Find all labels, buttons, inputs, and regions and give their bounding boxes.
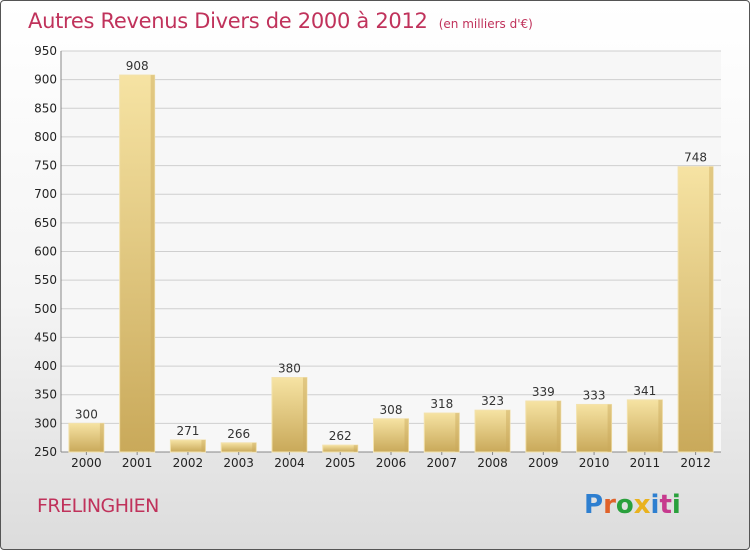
bar	[220, 442, 257, 453]
data-label: 308	[380, 403, 403, 417]
bar	[68, 422, 105, 453]
chart-title: Autres Revenus Divers de 2000 à 2012	[28, 9, 428, 33]
x-tick-label: 2001	[122, 456, 153, 470]
x-tick-label: 2004	[274, 456, 305, 470]
bar	[423, 412, 460, 453]
chart-title-block: Autres Revenus Divers de 2000 à 2012 (en…	[28, 9, 533, 33]
bar-shade	[99, 423, 104, 452]
bar-shade	[404, 418, 409, 452]
bar	[525, 400, 562, 453]
bar	[373, 418, 409, 453]
logo-letter: t	[659, 490, 672, 520]
bar	[677, 166, 714, 453]
y-tick-label: 550	[34, 273, 57, 287]
y-tick-label: 300	[34, 416, 57, 430]
y-tick-label: 850	[34, 101, 57, 115]
x-tick-label: 2011	[630, 456, 661, 470]
logo-letter: P	[584, 490, 604, 520]
y-tick-label: 750	[34, 159, 57, 173]
bar	[322, 444, 359, 453]
place-name: FRELINGHIEN	[37, 495, 159, 517]
x-tick-label: 2002	[173, 456, 204, 470]
y-tick-label: 900	[34, 73, 57, 87]
data-label: 341	[633, 384, 656, 398]
bar-shade	[556, 401, 561, 452]
data-label: 300	[75, 407, 98, 421]
bar-shade	[709, 166, 714, 452]
x-tick-label: 2010	[579, 456, 610, 470]
chart-unit: (en milliers d'€)	[438, 17, 533, 31]
data-label: 323	[481, 394, 504, 408]
logo-letter: x	[633, 490, 651, 520]
data-label: 262	[329, 429, 352, 443]
bar-shade	[658, 399, 663, 452]
x-tick-label: 2006	[376, 456, 407, 470]
bar	[626, 399, 663, 453]
x-tick-label: 2005	[325, 456, 356, 470]
x-tick-label: 2008	[477, 456, 508, 470]
y-tick-label: 350	[34, 388, 57, 402]
bar	[169, 439, 206, 453]
data-label: 333	[583, 388, 606, 402]
y-tick-label: 800	[34, 130, 57, 144]
y-tick-label: 250	[34, 445, 57, 459]
logo-letter: o	[615, 490, 634, 520]
y-tick-label: 600	[34, 245, 57, 259]
bar	[474, 409, 511, 453]
bar-shade	[302, 377, 307, 452]
x-tick-label: 2003	[223, 456, 254, 470]
data-label: 748	[684, 151, 707, 165]
bar-shade	[252, 442, 257, 452]
y-tick-label: 400	[34, 359, 57, 373]
logo-letter: i	[671, 490, 681, 520]
data-label: 339	[532, 385, 555, 399]
bar	[576, 403, 613, 453]
bar-shade	[353, 445, 358, 452]
data-label: 908	[126, 59, 149, 73]
data-label: 318	[430, 397, 453, 411]
y-tick-label: 950	[34, 44, 57, 58]
x-tick-label: 2000	[71, 456, 102, 470]
bar-shade	[201, 439, 206, 452]
x-tick-label: 2012	[680, 456, 711, 470]
data-label: 380	[278, 362, 301, 376]
y-tick-label: 650	[34, 216, 57, 230]
bar-shade	[607, 404, 612, 452]
bar-shade	[455, 413, 460, 452]
y-tick-label: 450	[34, 330, 57, 344]
data-label: 266	[227, 427, 250, 441]
proxiti-logo: Proxiti	[584, 490, 681, 520]
bar	[119, 74, 156, 453]
data-label: 271	[176, 424, 199, 438]
y-tick-label: 700	[34, 187, 57, 201]
x-tick-label: 2007	[426, 456, 457, 470]
x-tick-label: 2009	[528, 456, 559, 470]
y-tick-label: 500	[34, 302, 57, 316]
bar-shade	[506, 410, 511, 452]
logo-letter: i	[650, 490, 660, 520]
logo-letter: r	[603, 490, 616, 520]
bar-shade	[150, 75, 155, 452]
bar	[271, 377, 308, 453]
